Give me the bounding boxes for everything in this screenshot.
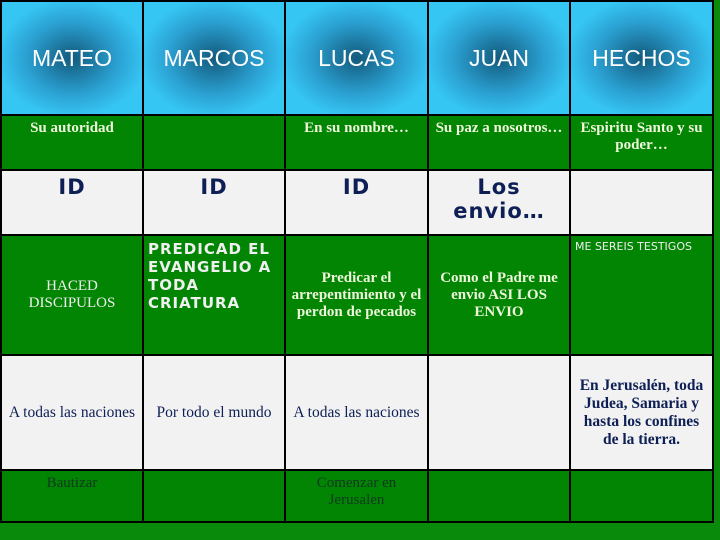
cell: En Jerusalén, toda Judea, Samaria y hast…	[569, 354, 714, 471]
cell: A todas las naciones	[0, 354, 144, 471]
cell	[142, 469, 286, 523]
header-mateo: MATEO	[0, 0, 144, 116]
header-row: MATEO MARCOS LUCAS JUAN HECHOS	[0, 0, 714, 116]
header-hechos: HECHOS	[569, 0, 714, 116]
table-row: Bautizar Comenzar en Jerusalen	[0, 469, 714, 523]
cell: Bautizar	[0, 469, 144, 523]
cell: Por todo el mundo	[142, 354, 286, 471]
cell: En su nombre…	[284, 114, 429, 171]
header-lucas: LUCAS	[284, 0, 429, 116]
cell: ID	[284, 169, 429, 236]
cell	[569, 169, 714, 236]
cell	[427, 469, 571, 523]
cell: A todas las naciones	[284, 354, 429, 471]
cell: Su paz a nosotros…	[427, 114, 571, 171]
cell	[569, 469, 714, 523]
cell: Como el Padre me envio ASI LOS ENVIO	[427, 234, 571, 356]
header-juan: JUAN	[427, 0, 571, 116]
cell: ME SEREIS TESTIGOS	[569, 234, 714, 356]
cell: Predicar el arrepentimiento y el perdon …	[284, 234, 429, 356]
cell: Su autoridad	[0, 114, 144, 171]
header-marcos: MARCOS	[142, 0, 286, 116]
table-row: A todas las naciones Por todo el mundo A…	[0, 354, 714, 471]
cell: Espiritu Santo y su poder…	[569, 114, 714, 171]
table-row: Su autoridad En su nombre… Su paz a noso…	[0, 114, 714, 171]
cell: Los envio…	[427, 169, 571, 236]
cell: HACED DISCIPULOS	[0, 234, 144, 356]
gospels-table: MATEO MARCOS LUCAS JUAN HECHOS Su autori…	[0, 0, 714, 523]
cell	[142, 114, 286, 171]
cell: Comenzar en Jerusalen	[284, 469, 429, 523]
cell	[427, 354, 571, 471]
cell: ID	[142, 169, 286, 236]
cell: ID	[0, 169, 144, 236]
table-row: HACED DISCIPULOS PREDICAD EL EVANGELIO A…	[0, 234, 714, 356]
cell: PREDICAD EL EVANGELIO A TODA CRIATURA	[142, 234, 286, 356]
table-row: ID ID ID Los envio…	[0, 169, 714, 236]
